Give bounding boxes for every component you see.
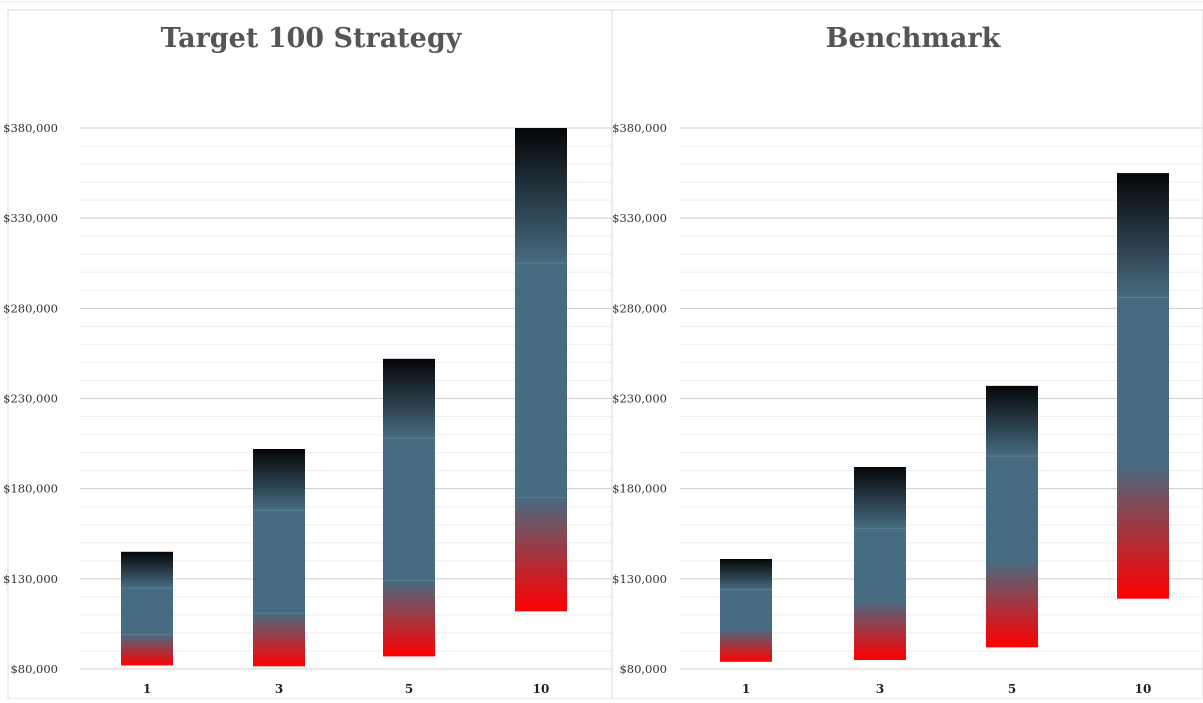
y-tick-label: $180,000 — [3, 482, 58, 496]
x-tick-label: 10 — [1135, 682, 1152, 696]
y-tick-label: $330,000 — [612, 211, 667, 225]
panel-title: Target 100 Strategy — [161, 23, 463, 54]
x-tick-label: 1 — [742, 682, 750, 696]
panel-1: Target 100 Strategy $80,000 $130,000 $180,0… — [3, 9, 613, 700]
y-tick-label: $80,000 — [619, 662, 667, 676]
x-tick-label: 5 — [405, 682, 413, 696]
bar-5 — [986, 385, 1038, 648]
panel-border — [611, 9, 1203, 700]
x-tick-label: 3 — [876, 682, 884, 696]
y-tick-label: $180,000 — [612, 482, 667, 496]
y-tick-label: $380,000 — [3, 121, 58, 135]
x-tick-label: 5 — [1008, 682, 1016, 696]
y-tick-label: $380,000 — [612, 121, 667, 135]
bar-3 — [854, 467, 906, 660]
y-tick-label: $230,000 — [612, 392, 667, 406]
x-tick-label: 1 — [143, 682, 151, 696]
y-tick-label: $130,000 — [612, 572, 667, 586]
bar-1 — [121, 551, 173, 666]
y-tick-label: $130,000 — [3, 572, 58, 586]
bar-5 — [383, 358, 435, 657]
x-tick-label: 10 — [533, 682, 550, 696]
bar-10 — [515, 128, 567, 612]
y-tick-label: $80,000 — [10, 662, 58, 676]
x-tick-label: 3 — [275, 682, 283, 696]
y-tick-label: $280,000 — [612, 301, 667, 315]
bar-1 — [720, 558, 772, 662]
bar-10 — [1117, 173, 1169, 599]
y-tick-label: $330,000 — [3, 211, 58, 225]
panel-title: Benchmark — [826, 23, 1002, 54]
y-tick-label: $230,000 — [3, 392, 58, 406]
y-tick-label: $280,000 — [3, 301, 58, 315]
panel-2: Benchmark $80,000 $130,000 $180,000 $230,000… — [611, 9, 1203, 700]
bar-3 — [253, 448, 305, 667]
